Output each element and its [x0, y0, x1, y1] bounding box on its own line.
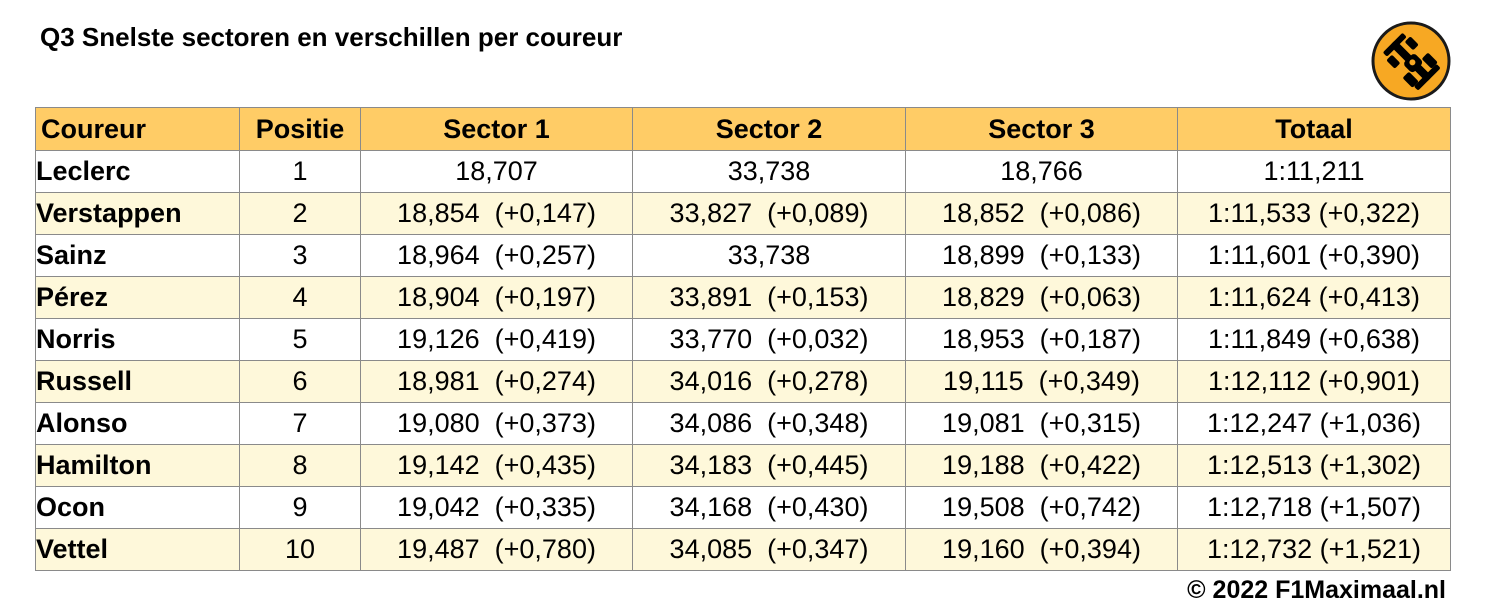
- driver-name: Norris: [35, 318, 240, 361]
- sector-3-time: 18,899 (+0,133): [905, 234, 1178, 277]
- f1-car-icon: [1371, 21, 1451, 101]
- position: 1: [239, 150, 361, 193]
- driver-name: Leclerc: [35, 150, 240, 193]
- total-time: 1:11,601 (+0,390): [1177, 234, 1451, 277]
- driver-name: Russell: [35, 360, 240, 403]
- sector-2-time: 34,086 (+0,348): [632, 402, 906, 445]
- sector-3-time: 18,953 (+0,187): [905, 318, 1178, 361]
- header-sector-1: Sector 1: [360, 107, 633, 151]
- sector-1-time: 19,080 (+0,373): [360, 402, 633, 445]
- table-row: Vettel 10 19,487 (+0,780) 34,085 (+0,347…: [35, 528, 1451, 571]
- sector-3-time: 19,508 (+0,742): [905, 486, 1178, 529]
- table-row: Ocon 9 19,042 (+0,335) 34,168 (+0,430) 1…: [35, 486, 1451, 529]
- header-sector-2: Sector 2: [632, 107, 906, 151]
- driver-name: Vettel: [35, 528, 240, 571]
- total-time: 1:12,247 (+1,036): [1177, 402, 1451, 445]
- total-time: 1:12,513 (+1,302): [1177, 444, 1451, 487]
- sector-1-time: 18,854 (+0,147): [360, 192, 633, 235]
- header-sector-3: Sector 3: [905, 107, 1178, 151]
- sector-1-time: 18,904 (+0,197): [360, 276, 633, 319]
- driver-name: Hamilton: [35, 444, 240, 487]
- position: 8: [239, 444, 361, 487]
- total-time: 1:11,849 (+0,638): [1177, 318, 1451, 361]
- copyright-notice: © 2022 F1Maximaal.nl: [1187, 576, 1446, 604]
- sector-1-time: 18,964 (+0,257): [360, 234, 633, 277]
- position: 2: [239, 192, 361, 235]
- sector-3-time: 19,115 (+0,349): [905, 360, 1178, 403]
- sector-3-time: 19,188 (+0,422): [905, 444, 1178, 487]
- header-totaal: Totaal: [1177, 107, 1451, 151]
- sector-1-time: 19,126 (+0,419): [360, 318, 633, 361]
- position: 7: [239, 402, 361, 445]
- total-time: 1:12,112 (+0,901): [1177, 360, 1451, 403]
- sector-2-time: 33,770 (+0,032): [632, 318, 906, 361]
- table-row: Sainz 3 18,964 (+0,257) 33,738 18,899 (+…: [35, 234, 1451, 277]
- sector-2-time: 33,738: [632, 150, 906, 193]
- sector-1-time: 18,981 (+0,274): [360, 360, 633, 403]
- total-time: 1:11,211: [1177, 150, 1451, 193]
- table-header-row: Coureur Positie Sector 1 Sector 2 Sector…: [35, 107, 1451, 151]
- driver-name: Alonso: [35, 402, 240, 445]
- position: 9: [239, 486, 361, 529]
- page-title: Q3 Snelste sectoren en verschillen per c…: [40, 22, 623, 52]
- table-row: Pérez 4 18,904 (+0,197) 33,891 (+0,153) …: [35, 276, 1451, 319]
- total-time: 1:12,732 (+1,521): [1177, 528, 1451, 571]
- sector-1-time: 19,487 (+0,780): [360, 528, 633, 571]
- sector-3-time: 18,766: [905, 150, 1178, 193]
- table-row: Alonso 7 19,080 (+0,373) 34,086 (+0,348)…: [35, 402, 1451, 445]
- sector-1-time: 19,142 (+0,435): [360, 444, 633, 487]
- total-time: 1:12,718 (+1,507): [1177, 486, 1451, 529]
- position: 10: [239, 528, 361, 571]
- sector-1-time: 19,042 (+0,335): [360, 486, 633, 529]
- sector-3-time: 18,852 (+0,086): [905, 192, 1178, 235]
- header-positie: Positie: [239, 107, 361, 151]
- table-row: Russell 6 18,981 (+0,274) 34,016 (+0,278…: [35, 360, 1451, 403]
- sector-2-time: 33,891 (+0,153): [632, 276, 906, 319]
- sector-times-table: Coureur Positie Sector 1 Sector 2 Sector…: [35, 107, 1451, 571]
- sector-3-time: 18,829 (+0,063): [905, 276, 1178, 319]
- table-row: Verstappen 2 18,854 (+0,147) 33,827 (+0,…: [35, 192, 1451, 235]
- sector-2-time: 33,738: [632, 234, 906, 277]
- position: 6: [239, 360, 361, 403]
- position: 5: [239, 318, 361, 361]
- position: 4: [239, 276, 361, 319]
- logo: [1371, 21, 1451, 101]
- sector-2-time: 34,183 (+0,445): [632, 444, 906, 487]
- driver-name: Ocon: [35, 486, 240, 529]
- total-time: 1:11,533 (+0,322): [1177, 192, 1451, 235]
- sector-3-time: 19,160 (+0,394): [905, 528, 1178, 571]
- total-time: 1:11,624 (+0,413): [1177, 276, 1451, 319]
- sector-2-time: 34,168 (+0,430): [632, 486, 906, 529]
- sector-2-time: 34,085 (+0,347): [632, 528, 906, 571]
- table-row: Norris 5 19,126 (+0,419) 33,770 (+0,032)…: [35, 318, 1451, 361]
- driver-name: Sainz: [35, 234, 240, 277]
- sector-2-time: 33,827 (+0,089): [632, 192, 906, 235]
- sector-3-time: 19,081 (+0,315): [905, 402, 1178, 445]
- table-row: Leclerc 1 18,707 33,738 18,766 1:11,211: [35, 150, 1451, 193]
- sector-2-time: 34,016 (+0,278): [632, 360, 906, 403]
- position: 3: [239, 234, 361, 277]
- sector-1-time: 18,707: [360, 150, 633, 193]
- driver-name: Verstappen: [35, 192, 240, 235]
- table-row: Hamilton 8 19,142 (+0,435) 34,183 (+0,44…: [35, 444, 1451, 487]
- driver-name: Pérez: [35, 276, 240, 319]
- header-coureur: Coureur: [35, 107, 240, 151]
